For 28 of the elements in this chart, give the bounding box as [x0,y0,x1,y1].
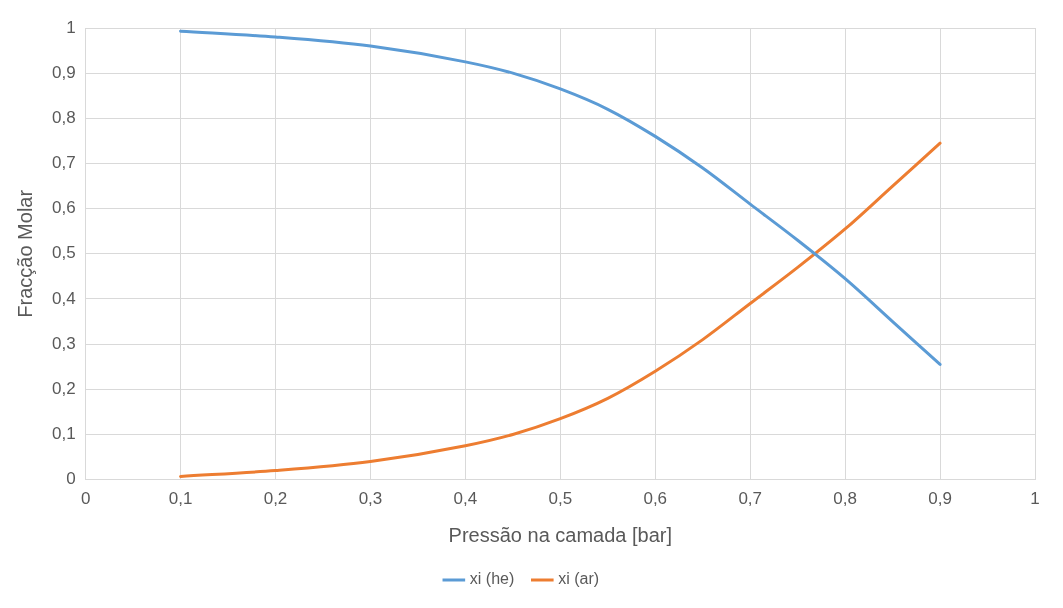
y-tick-label: 0,1 [51,424,76,444]
x-axis-title: Pressão na camada [bar] [448,523,673,546]
x-tick-label: 0,5 [548,489,573,509]
x-tick-label: 0,3 [358,489,383,509]
y-tick-label: 0,3 [51,333,76,353]
y-tick-label: 0,6 [51,198,76,218]
x-tick-label: 0,9 [928,489,952,509]
x-tick-label: 0 [80,489,91,509]
x-tick-label: 0,1 [168,489,193,509]
y-tick-label: 0,5 [51,243,76,263]
y-tick-label: 0,4 [51,288,76,308]
x-tick-label: 0,4 [453,489,478,509]
line-series [179,141,942,478]
x-tick-label: 0,6 [643,489,668,509]
y-tick-label: 0,9 [51,62,76,82]
x-tick-label: 0,7 [738,489,763,509]
y-tick-label: 0,2 [51,378,76,398]
y-tick-label: 1 [66,17,76,37]
legend-label: xi (he) [469,570,515,588]
y-tick-label: 0 [66,469,76,489]
x-tick-label: 0,8 [833,489,857,509]
y-tick-label: 0,8 [51,108,76,128]
line-series [179,29,942,366]
x-tick-label: 0,2 [263,489,288,509]
legend-label: xi (ar) [558,570,600,588]
y-axis-title: Fracção Molar [13,189,36,318]
y-tick-label: 0,7 [51,153,76,173]
x-tick-label: 1 [1030,489,1040,509]
